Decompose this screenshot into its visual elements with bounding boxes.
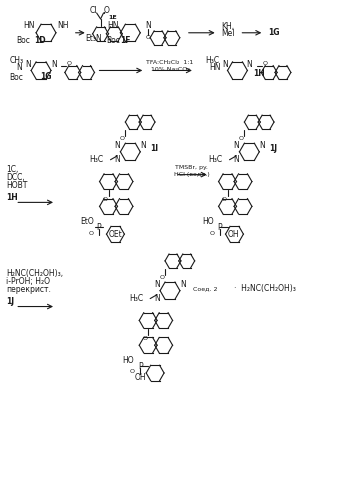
Text: EtO: EtO [80, 217, 94, 226]
Text: TMSBr, py.: TMSBr, py. [175, 165, 208, 170]
Text: N: N [180, 280, 186, 289]
Text: P: P [96, 223, 101, 232]
Text: N: N [234, 155, 239, 164]
Text: Соед. 2: Соед. 2 [193, 286, 217, 291]
Text: DCC,: DCC, [6, 173, 25, 182]
Text: N: N [115, 155, 120, 164]
Text: P: P [217, 223, 222, 232]
Text: O: O [146, 35, 151, 40]
Text: 1H: 1H [6, 193, 18, 202]
Text: 1I: 1I [150, 144, 158, 153]
Text: O: O [143, 336, 148, 341]
Text: N: N [140, 141, 146, 150]
Text: O: O [120, 136, 125, 141]
Text: Boc: Boc [107, 36, 120, 45]
Text: H₃C: H₃C [129, 294, 143, 303]
Text: N: N [259, 141, 265, 150]
Text: 1C,: 1C, [6, 165, 19, 174]
Text: Et₃N: Et₃N [85, 34, 102, 43]
Text: N: N [16, 63, 22, 72]
Text: Cl: Cl [90, 6, 97, 15]
Text: O: O [103, 197, 108, 202]
Text: O: O [66, 61, 71, 66]
Text: Boc: Boc [9, 73, 23, 82]
Text: HOBT: HOBT [6, 181, 28, 190]
Text: O: O [209, 231, 214, 236]
Text: 1D: 1D [34, 36, 46, 45]
Text: 1G: 1G [268, 28, 280, 37]
Text: O: O [88, 231, 93, 236]
Text: H₃C: H₃C [209, 155, 223, 164]
Text: N: N [223, 60, 228, 69]
Text: HN: HN [108, 21, 119, 30]
Text: OEt: OEt [108, 230, 122, 239]
Text: N: N [115, 141, 120, 150]
Text: H₂NC(CH₂OH)₃,: H₂NC(CH₂OH)₃, [6, 269, 64, 278]
Text: N: N [247, 60, 252, 69]
Text: N: N [234, 141, 239, 150]
Text: N: N [51, 60, 57, 69]
Text: H₃C: H₃C [90, 155, 104, 164]
Text: OH: OH [134, 373, 146, 382]
Text: N: N [154, 294, 160, 303]
Text: 1J: 1J [6, 297, 14, 306]
Text: N: N [25, 60, 31, 69]
Text: 1H: 1H [253, 69, 265, 78]
Text: ·  H₂NC(CH₂OH)₃: · H₂NC(CH₂OH)₃ [235, 284, 297, 293]
Text: O: O [104, 6, 109, 15]
Text: 1E: 1E [108, 15, 117, 20]
Text: N: N [154, 280, 160, 289]
Text: O: O [263, 61, 268, 66]
Text: O: O [130, 369, 135, 374]
Text: CH₃: CH₃ [9, 56, 24, 65]
Text: OH: OH [227, 230, 239, 239]
Text: HN: HN [209, 63, 220, 72]
Text: O: O [222, 197, 227, 202]
Text: KH,: KH, [221, 22, 234, 31]
Text: 1J: 1J [269, 144, 277, 153]
Text: NH: NH [57, 21, 69, 30]
Text: H₃C: H₃C [206, 56, 220, 65]
Text: O: O [160, 275, 165, 280]
Text: O: O [239, 136, 244, 141]
Text: 10% Na₂CO₃: 10% Na₂CO₃ [150, 67, 189, 72]
Text: MeI: MeI [221, 29, 234, 38]
Text: Boc: Boc [16, 36, 30, 45]
Text: HO: HO [202, 217, 213, 226]
Text: P: P [138, 362, 143, 371]
Text: 1G: 1G [40, 72, 52, 81]
Text: HN: HN [23, 21, 35, 30]
Text: i-PrOH; H₂O: i-PrOH; H₂O [6, 277, 50, 286]
Text: 1F: 1F [120, 36, 131, 45]
Text: HCl (водн.): HCl (водн.) [174, 172, 210, 177]
Text: TFA:CH₂Cl₂  1:1: TFA:CH₂Cl₂ 1:1 [146, 60, 194, 65]
Text: перекрист.: перекрист. [6, 285, 51, 294]
Text: N: N [145, 21, 151, 30]
Text: HO: HO [122, 356, 134, 365]
